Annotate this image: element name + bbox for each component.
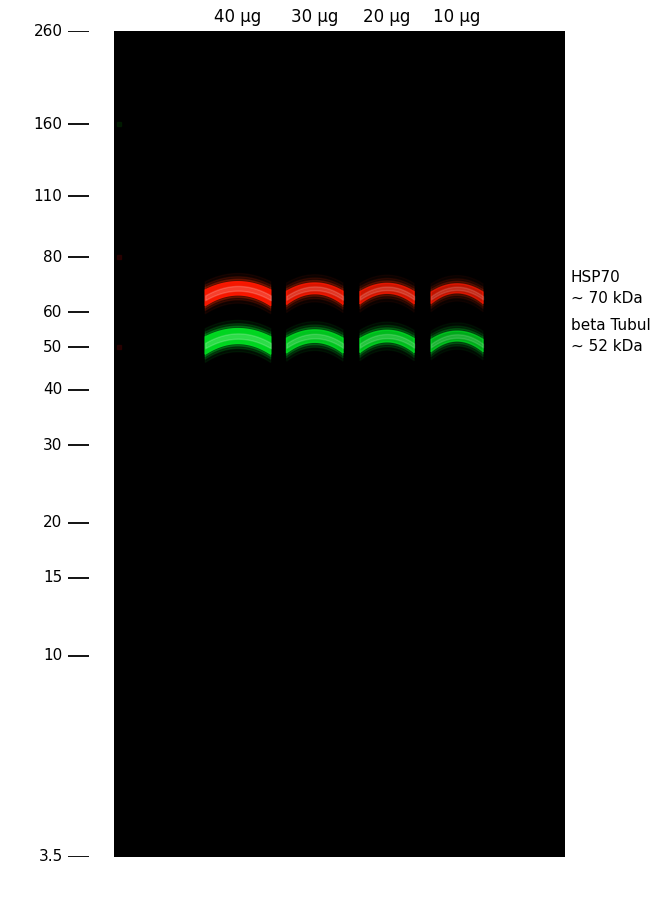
Polygon shape <box>431 328 483 354</box>
Text: 50: 50 <box>44 340 62 354</box>
Text: beta Tubulin
~ 52 kDa: beta Tubulin ~ 52 kDa <box>571 318 650 354</box>
Polygon shape <box>360 326 414 358</box>
Polygon shape <box>205 328 271 354</box>
Polygon shape <box>360 327 414 355</box>
Polygon shape <box>431 327 483 357</box>
Polygon shape <box>431 331 483 352</box>
Polygon shape <box>287 283 343 304</box>
Polygon shape <box>205 277 271 310</box>
Text: 20 μg: 20 μg <box>363 8 411 26</box>
Text: 40 μg: 40 μg <box>214 8 261 26</box>
Polygon shape <box>205 274 271 314</box>
Polygon shape <box>360 281 414 307</box>
Text: 20: 20 <box>44 515 62 530</box>
Text: 60: 60 <box>43 305 62 320</box>
Text: 260: 260 <box>34 24 62 39</box>
Text: 40: 40 <box>44 382 62 397</box>
Polygon shape <box>287 327 343 355</box>
Text: 15: 15 <box>44 570 62 586</box>
Text: 30: 30 <box>43 438 62 453</box>
Polygon shape <box>360 283 414 304</box>
Text: 3.5: 3.5 <box>38 849 62 864</box>
Polygon shape <box>205 282 271 306</box>
Polygon shape <box>287 330 343 353</box>
Text: 80: 80 <box>44 249 62 265</box>
Polygon shape <box>205 327 271 357</box>
Text: 10: 10 <box>44 648 62 663</box>
Polygon shape <box>431 279 483 309</box>
Polygon shape <box>360 330 414 353</box>
Polygon shape <box>205 279 271 309</box>
Text: 110: 110 <box>34 188 62 204</box>
Polygon shape <box>431 282 483 306</box>
Polygon shape <box>205 320 271 362</box>
Text: 160: 160 <box>34 117 62 132</box>
Polygon shape <box>360 278 414 309</box>
Text: HSP70
~ 70 kDa: HSP70 ~ 70 kDa <box>571 270 642 307</box>
Polygon shape <box>287 278 343 309</box>
Text: 30 μg: 30 μg <box>291 8 339 26</box>
Polygon shape <box>287 281 343 307</box>
Polygon shape <box>205 324 271 359</box>
Text: 10 μg: 10 μg <box>434 8 481 26</box>
Polygon shape <box>287 322 343 361</box>
Polygon shape <box>287 325 343 358</box>
Polygon shape <box>431 283 483 303</box>
Polygon shape <box>287 274 343 313</box>
